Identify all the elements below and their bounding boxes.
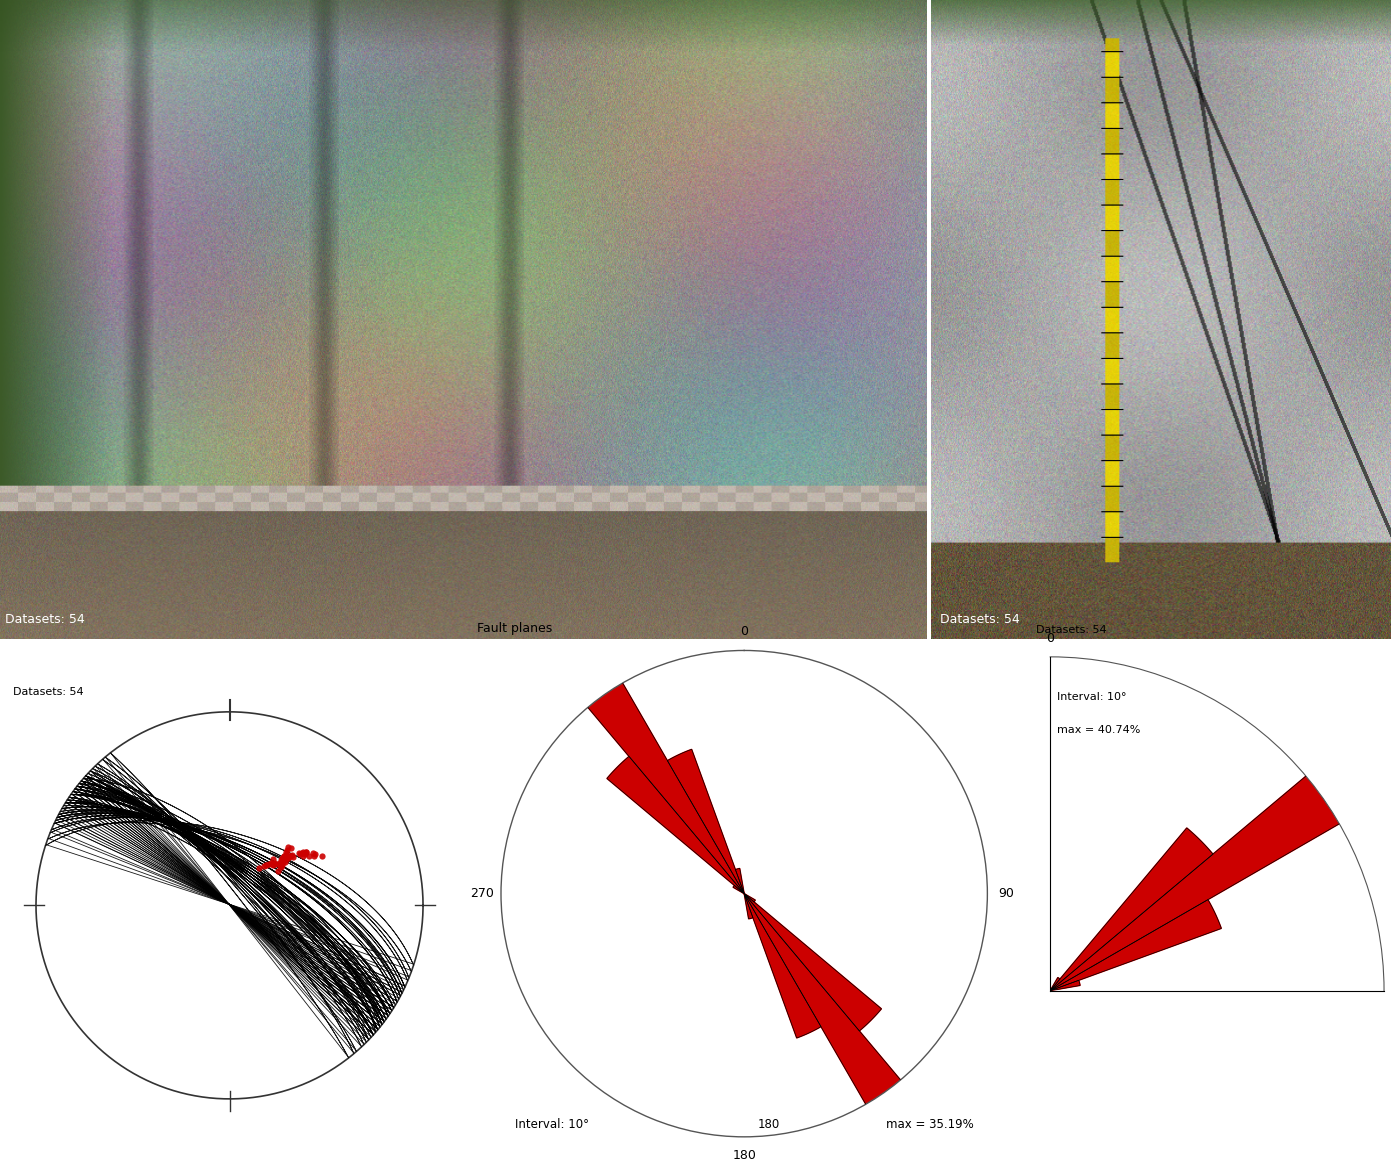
Polygon shape: [668, 749, 744, 893]
Polygon shape: [1050, 827, 1213, 990]
Polygon shape: [1050, 980, 1079, 990]
Text: Datasets: 54: Datasets: 54: [1036, 625, 1107, 635]
Text: 180: 180: [757, 1118, 779, 1131]
Polygon shape: [733, 885, 744, 893]
Polygon shape: [744, 893, 821, 1038]
Polygon shape: [606, 756, 744, 893]
Polygon shape: [744, 893, 753, 919]
Polygon shape: [538, 616, 744, 893]
Text: Datasets: 54: Datasets: 54: [13, 687, 83, 696]
Text: Datasets: 54: Datasets: 54: [940, 613, 1020, 626]
Text: Datasets: 54: Datasets: 54: [4, 613, 85, 626]
Text: Fault planes: Fault planes: [477, 622, 552, 635]
Polygon shape: [736, 868, 744, 893]
Text: Interval: 10°: Interval: 10°: [1057, 691, 1127, 702]
Polygon shape: [1050, 747, 1378, 990]
Polygon shape: [744, 893, 755, 902]
Text: Interval: 10°: Interval: 10°: [515, 1118, 588, 1131]
Text: max = 40.74%: max = 40.74%: [1057, 725, 1141, 735]
Polygon shape: [1050, 900, 1221, 990]
Polygon shape: [744, 893, 950, 1171]
Polygon shape: [744, 893, 882, 1031]
Text: max = 35.19%: max = 35.19%: [886, 1118, 974, 1131]
Polygon shape: [1050, 977, 1060, 990]
